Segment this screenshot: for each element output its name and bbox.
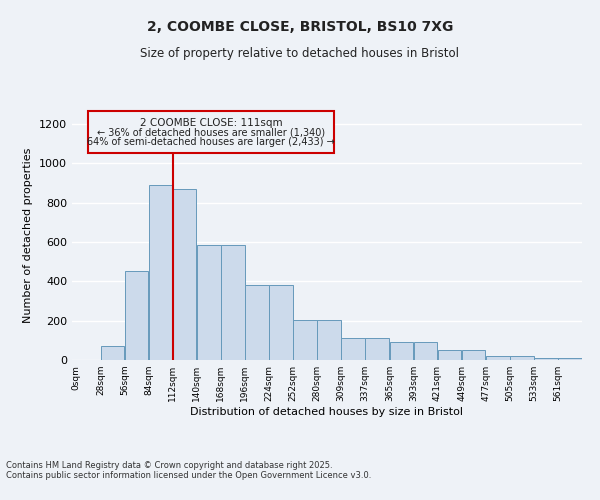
Bar bbox=[197, 245, 221, 360]
Bar bbox=[221, 245, 245, 360]
Text: 2 COOMBE CLOSE: 111sqm: 2 COOMBE CLOSE: 111sqm bbox=[140, 118, 283, 128]
Bar bbox=[486, 356, 509, 360]
Bar bbox=[149, 185, 172, 360]
Bar bbox=[245, 285, 269, 360]
Bar bbox=[293, 320, 317, 360]
Bar bbox=[173, 188, 196, 360]
Bar bbox=[558, 358, 582, 360]
Bar bbox=[269, 285, 293, 360]
Text: Contains HM Land Registry data © Crown copyright and database right 2025.
Contai: Contains HM Land Registry data © Crown c… bbox=[6, 460, 371, 480]
Text: Size of property relative to detached houses in Bristol: Size of property relative to detached ho… bbox=[140, 48, 460, 60]
Bar bbox=[365, 338, 389, 360]
X-axis label: Distribution of detached houses by size in Bristol: Distribution of detached houses by size … bbox=[191, 407, 464, 417]
Bar bbox=[534, 358, 558, 360]
FancyBboxPatch shape bbox=[88, 111, 334, 154]
Bar bbox=[462, 350, 485, 360]
Bar bbox=[438, 350, 461, 360]
Text: 2, COOMBE CLOSE, BRISTOL, BS10 7XG: 2, COOMBE CLOSE, BRISTOL, BS10 7XG bbox=[147, 20, 453, 34]
Bar bbox=[510, 356, 533, 360]
Bar bbox=[125, 272, 148, 360]
Bar bbox=[341, 338, 365, 360]
Text: ← 36% of detached houses are smaller (1,340): ← 36% of detached houses are smaller (1,… bbox=[97, 128, 325, 138]
Bar bbox=[317, 320, 341, 360]
Bar bbox=[101, 346, 124, 360]
Bar bbox=[413, 342, 437, 360]
Text: 64% of semi-detached houses are larger (2,433) →: 64% of semi-detached houses are larger (… bbox=[88, 136, 335, 146]
Y-axis label: Number of detached properties: Number of detached properties bbox=[23, 148, 34, 322]
Bar bbox=[389, 342, 413, 360]
